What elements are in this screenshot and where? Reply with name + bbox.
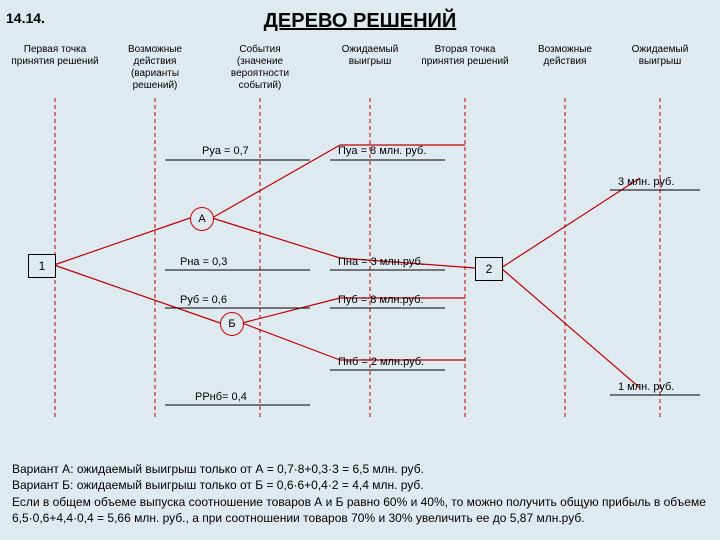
tree-label: 1 млн. руб. xyxy=(618,381,674,393)
col-header-7: Ожидаемый выигрыш xyxy=(615,44,705,68)
tree-label: Пнб = 2 млн.руб. xyxy=(338,356,424,368)
tree-label: РРнб= 0,4 xyxy=(195,391,247,403)
summary-text: Вариант А: ожидаемый выигрыш только от А… xyxy=(12,461,708,526)
page-title: ДЕРЕВО РЕШЕНИЙ xyxy=(0,10,720,33)
col-header-1: Первая точка принятия решений xyxy=(10,44,100,68)
chance-node-a: А xyxy=(190,207,214,231)
decision-node-1: 1 xyxy=(28,254,56,278)
summary-line-2: Вариант Б: ожидаемый выигрыш только от Б… xyxy=(12,477,708,493)
decision-tree-diagram: 14.14. ДЕРЕВО РЕШЕНИЙ Первая точка приня… xyxy=(0,0,720,540)
col-header-4: Ожидаемый выигрыш xyxy=(325,44,415,68)
summary-line-1: Вариант А: ожидаемый выигрыш только от А… xyxy=(12,461,708,477)
col-header-5: Вторая точка принятия решений xyxy=(420,44,510,68)
tree-label: Пyб = 8 млн.руб. xyxy=(338,294,424,306)
tree-label: Пyа = 8 млн. руб. xyxy=(338,145,426,157)
tree-svg xyxy=(0,0,720,540)
summary-line-3: Если в общем объеме выпуска соотношение … xyxy=(12,494,708,526)
tree-label: Рyб = 0,6 xyxy=(180,294,227,306)
tree-label: Рyа = 0,7 xyxy=(202,145,249,157)
tree-label: Пна = 3 млн.руб. xyxy=(338,256,424,268)
tree-label: Рна = 0,3 xyxy=(180,256,227,268)
tree-label: 3 млн. руб. xyxy=(618,176,674,188)
chance-node-b: Б xyxy=(220,312,244,336)
col-header-3: События (значение вероятности событий) xyxy=(215,44,305,92)
col-header-2: Возможные действия (варианты решений) xyxy=(110,44,200,92)
col-header-6: Возможные действия xyxy=(520,44,610,68)
decision-node-2: 2 xyxy=(475,257,503,281)
